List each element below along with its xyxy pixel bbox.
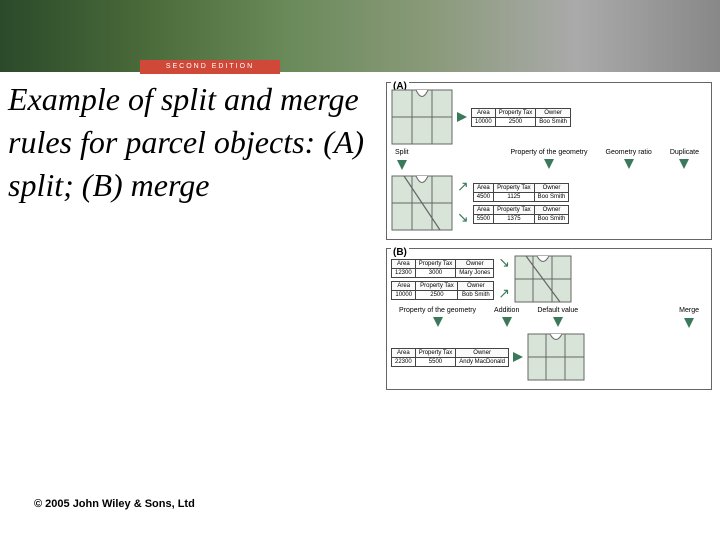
arrow-icon: ↗ bbox=[457, 179, 469, 196]
table-b-before1: AreaProperty TaxOwner 123003000Mary Jone… bbox=[391, 259, 494, 278]
arrow-icon bbox=[679, 159, 689, 169]
op-merge-label: Merge bbox=[679, 307, 699, 314]
rule-label: Property of the geometry bbox=[399, 307, 476, 314]
parcel-b-after bbox=[527, 333, 585, 381]
arrow-icon bbox=[624, 159, 634, 169]
edition-badge: SECOND EDITION bbox=[140, 60, 280, 74]
arrow-icon: ↗ bbox=[498, 286, 510, 303]
arrow-icon bbox=[397, 160, 407, 170]
diagram-container: (A) AreaProperty TaxOwner 100002500Boo S… bbox=[386, 82, 712, 398]
panel-a: (A) AreaProperty TaxOwner 100002500Boo S… bbox=[386, 82, 712, 240]
header-banner: SECOND EDITION bbox=[0, 0, 720, 72]
rule-label: Addition bbox=[494, 307, 519, 314]
arrow-icon bbox=[553, 317, 563, 327]
arrow-icon: ↘ bbox=[457, 210, 469, 227]
arrow-icon bbox=[684, 318, 694, 328]
table-a-after1: AreaProperty TaxOwner 45001125Boo Smith bbox=[473, 183, 570, 202]
arrow-icon bbox=[544, 159, 554, 169]
slide-caption: Example of split and merge rules for par… bbox=[8, 78, 378, 208]
table-b-after: AreaProperty TaxOwner 223005500Andy MacD… bbox=[391, 348, 509, 367]
copyright-text: © 2005 John Wiley & Sons, Ltd bbox=[34, 498, 195, 510]
arrow-icon bbox=[433, 317, 443, 327]
arrow-icon bbox=[457, 112, 467, 122]
parcel-b-before bbox=[514, 255, 572, 303]
rule-label: Duplicate bbox=[670, 149, 699, 156]
table-b-before2: AreaProperty TaxOwner 100002500Bob Smith bbox=[391, 281, 494, 300]
parcel-a-before bbox=[391, 89, 453, 145]
table-a-after2: AreaProperty TaxOwner 55001375Boo Smith bbox=[473, 205, 570, 224]
arrow-icon bbox=[502, 317, 512, 327]
table-a-before: AreaProperty TaxOwner 100002500Boo Smith bbox=[471, 108, 571, 127]
panel-b-label: (B) bbox=[391, 247, 409, 258]
arrow-icon bbox=[513, 352, 523, 362]
parcel-a-after bbox=[391, 175, 453, 231]
arrow-icon: ↘ bbox=[498, 255, 510, 272]
rule-label: Property of the geometry bbox=[510, 149, 587, 156]
op-split-label: Split bbox=[395, 149, 409, 156]
panel-b: (B) AreaProperty TaxOwner 123003000Mary … bbox=[386, 248, 712, 390]
rule-label: Geometry ratio bbox=[606, 149, 652, 156]
rule-label: Default value bbox=[537, 307, 578, 314]
